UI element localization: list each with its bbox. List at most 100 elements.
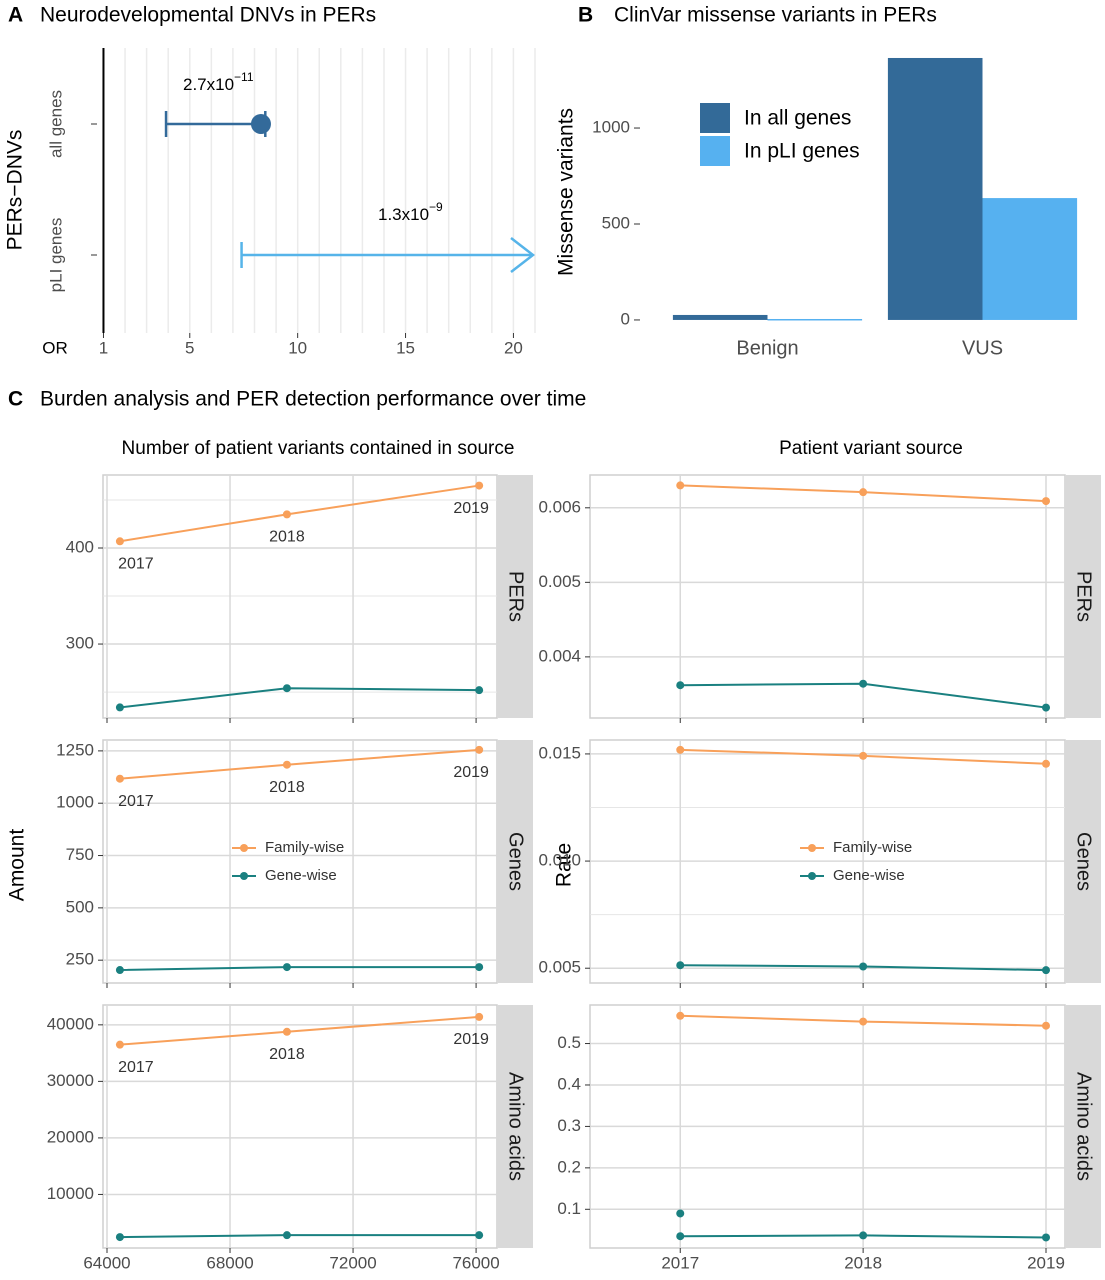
series-point (676, 745, 685, 754)
y-axis-label: Rate (553, 843, 576, 887)
panel-background (102, 1004, 498, 1249)
bar (982, 198, 1078, 320)
y-tick-label: 250 (66, 950, 94, 969)
point-label: 2019 (453, 500, 489, 517)
facet-label: PERs (1073, 571, 1095, 622)
series-point (859, 1017, 868, 1026)
facet-strip (1065, 1005, 1101, 1248)
series-point (676, 1232, 685, 1241)
series-point (115, 966, 124, 975)
series-point (1042, 759, 1050, 768)
series-point (1042, 497, 1050, 506)
y-tick-label: 10000 (47, 1184, 94, 1203)
annotation: 1.3x10−9 (378, 200, 443, 224)
series-point (115, 703, 124, 712)
x-tick-label: 2019 (1027, 1253, 1065, 1272)
series-point (676, 1011, 685, 1020)
x-tick-label: 64000 (83, 1253, 130, 1272)
y-tick-label: 400 (66, 537, 94, 556)
annotation: 2.7x10−11 (183, 70, 254, 94)
facet-label: Genes (1073, 832, 1095, 891)
series-point (282, 963, 291, 972)
y-tick-label: 0.4 (557, 1074, 581, 1093)
legend-point (240, 872, 248, 880)
series-point (1042, 703, 1050, 712)
x-tick-label: 68000 (206, 1253, 253, 1272)
y-tick-label: 0.1 (557, 1199, 581, 1218)
series-point (859, 1231, 868, 1240)
y-tick-label: 1000 (56, 793, 94, 812)
series-point (282, 684, 291, 693)
facet-label: Amino acids (1073, 1072, 1095, 1181)
y-tick-label: 0.005 (538, 958, 581, 977)
x-tick-label: Benign (736, 337, 798, 359)
y-tick-label: 0.004 (538, 646, 581, 665)
series-point (676, 961, 685, 970)
series-point (859, 962, 868, 971)
x-tick-label: 2017 (661, 1253, 699, 1272)
series-point (859, 679, 868, 688)
series-point (1042, 1233, 1050, 1242)
y-tick-label: 40000 (47, 1014, 94, 1033)
bar (672, 314, 768, 320)
facet-strip (1065, 740, 1101, 983)
facet-strip (497, 1005, 533, 1248)
x-tick-label: 72000 (329, 1253, 376, 1272)
series-point (475, 745, 484, 754)
annotation-base: 2.7x10 (183, 75, 234, 94)
ci-arrow (510, 237, 536, 273)
legend-point (808, 844, 816, 852)
point-label: 2018 (269, 1046, 305, 1063)
series-point (676, 681, 685, 690)
y-axis-label: Missense variants (555, 108, 578, 276)
point-label: 2018 (269, 529, 305, 546)
series-point (115, 774, 124, 783)
point-label: 2019 (453, 1031, 489, 1048)
legend-label: Family-wise (265, 839, 344, 856)
y-tick-label: 0.005 (538, 572, 581, 591)
x-tick-label: 1 (99, 338, 108, 357)
series-point (859, 751, 868, 760)
series-point (475, 963, 484, 972)
y-tick-label: 500 (66, 897, 94, 916)
y-tick-label: 20000 (47, 1127, 94, 1146)
y-axis-label: PERs−DNVs (4, 130, 27, 251)
point-label: 2017 (118, 793, 154, 810)
facet-label: Amino acids (505, 1072, 527, 1181)
panel-letter: B (578, 4, 593, 27)
x-tick-label: 20 (504, 338, 523, 357)
annotation-exponent: −11 (234, 70, 254, 84)
y-tick-label: 1250 (56, 740, 94, 759)
y-tick-label: pLI genes (46, 218, 65, 293)
y-axis-label: Amount (6, 829, 29, 902)
panel-background (589, 474, 1066, 719)
point-label: 2017 (118, 1059, 154, 1076)
series-point (282, 1027, 291, 1036)
series-point (282, 760, 291, 769)
legend-point (808, 872, 816, 880)
panel-letter: A (8, 4, 23, 27)
y-tick-label: 500 (602, 213, 630, 232)
x-axis-label: OR (42, 338, 68, 357)
legend-swatch (700, 103, 730, 133)
series-point (859, 488, 868, 497)
y-tick-label: 30000 (47, 1071, 94, 1090)
x-tick-label: VUS (962, 337, 1003, 359)
estimate-point (250, 114, 271, 134)
point-label: 2019 (453, 764, 489, 781)
series-point (282, 1231, 291, 1240)
legend-label: Family-wise (833, 839, 912, 856)
chart-title: Burden analysis and PER detection perfor… (40, 388, 586, 411)
y-tick-label: 0 (621, 309, 630, 328)
series-point (475, 686, 484, 695)
point-label: 2017 (118, 555, 154, 572)
y-tick-label: 0.5 (557, 1033, 581, 1052)
series-point (1042, 1021, 1050, 1030)
x-tick-label: 10 (288, 338, 307, 357)
legend-label: Gene-wise (265, 867, 337, 884)
point-label: 2018 (269, 779, 305, 796)
y-tick-label: 0.010 (538, 851, 581, 870)
panel-letter: C (8, 388, 23, 411)
annotation-exponent: −9 (429, 200, 443, 214)
